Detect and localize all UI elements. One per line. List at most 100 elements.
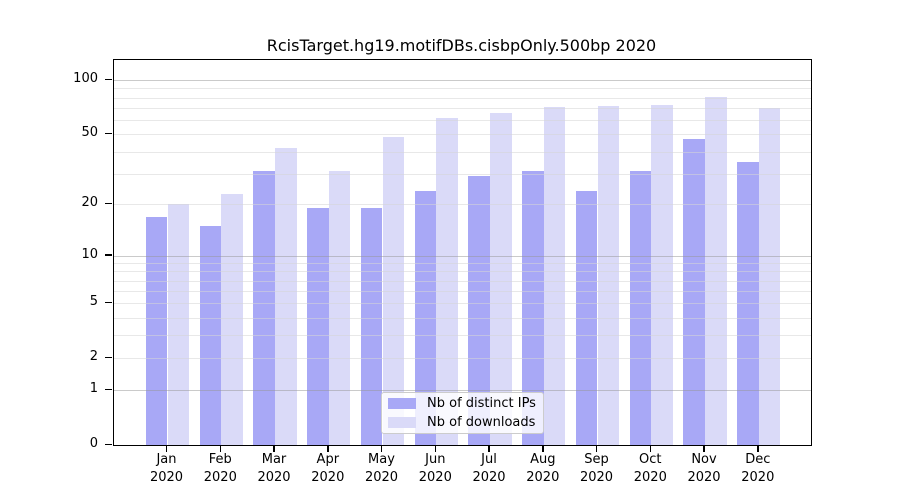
x-tick-month: Jun <box>425 452 446 467</box>
bar-ips-jan <box>145 216 168 445</box>
gridline-minor-8 <box>114 271 811 273</box>
x-tick-mar <box>273 445 275 452</box>
gridline-minor-30 <box>114 173 811 175</box>
y-tick-5 <box>104 301 112 304</box>
x-tick-label-nov: Nov 2020 <box>674 451 734 487</box>
x-tick-month: Jul <box>481 452 497 467</box>
x-tick-month: Nov <box>691 452 717 467</box>
x-tick-label-mar: Mar 2020 <box>244 451 304 487</box>
y-tick-10 <box>104 254 112 256</box>
legend-item-ips: Nb of distinct IPs <box>388 396 543 411</box>
x-tick-nov <box>703 445 705 452</box>
x-tick-month: May <box>368 452 395 467</box>
chart-title: RcisTarget.hg19.motifDBs.cisbpOnly.500bp… <box>266 36 657 55</box>
legend-label-ips: Nb of distinct IPs <box>427 396 536 411</box>
x-tick-label-dec: Dec 2020 <box>728 451 788 487</box>
x-tick-year: 2020 <box>364 470 399 485</box>
y-tick-1 <box>104 388 112 391</box>
x-tick-year: 2020 <box>741 470 775 485</box>
bar-downloads-dec <box>758 108 781 445</box>
x-tick-oct <box>649 445 651 452</box>
x-tick-month: Mar <box>261 452 287 467</box>
gridline-minor-80 <box>114 97 811 99</box>
bar-downloads-mar <box>275 147 297 445</box>
gridline-minor-90 <box>114 88 811 90</box>
gridline-minor-60 <box>114 120 811 122</box>
x-tick-month: Feb <box>208 452 232 467</box>
gridline-minor-7 <box>114 280 811 282</box>
y-tick-0 <box>104 443 112 445</box>
bar-ips-apr <box>307 208 329 445</box>
x-tick-month: Jan <box>156 452 177 467</box>
y-tick-label-50: 50 <box>81 125 98 141</box>
legend-swatch-downloads <box>388 417 416 428</box>
bar-ips-aug <box>522 171 544 445</box>
y-tick-label-5: 5 <box>89 294 98 310</box>
bar-ips-jul <box>468 176 490 445</box>
x-tick-sep <box>595 445 598 452</box>
gridline-minor-6 <box>114 291 811 293</box>
y-tick-100 <box>104 78 112 81</box>
bar-ips-may <box>360 208 383 445</box>
bar-downloads-nov <box>705 96 727 445</box>
x-tick-year: 2020 <box>687 470 721 485</box>
bar-downloads-feb <box>221 193 243 445</box>
gridline-minor-50 <box>114 134 811 136</box>
y-tick-label-1: 1 <box>89 381 98 397</box>
legend-item-downloads: Nb of downloads <box>388 415 543 430</box>
gridline-minor-2 <box>114 358 811 360</box>
bar-downloads-jul <box>490 112 512 445</box>
x-tick-year: 2020 <box>418 470 452 485</box>
x-tick-apr <box>327 445 329 452</box>
x-tick-jan <box>165 445 168 452</box>
x-tick-month: Aug <box>530 452 556 467</box>
gridline-minor-9 <box>114 263 811 264</box>
bar-ips-mar <box>253 171 275 445</box>
x-tick-month: Sep <box>584 452 609 467</box>
y-tick-label-100: 100 <box>73 71 98 87</box>
x-tick-year: 2020 <box>472 470 506 485</box>
gridline-major-100 <box>114 80 811 82</box>
x-tick-year: 2020 <box>311 470 345 485</box>
x-tick-label-jan: Jan 2020 <box>137 451 197 487</box>
y-tick-label-2: 2 <box>89 349 98 365</box>
x-tick-aug <box>542 445 544 452</box>
x-tick-month: Apr <box>316 452 340 467</box>
x-tick-dec <box>757 445 759 452</box>
y-tick-label-10: 10 <box>81 246 98 262</box>
bar-downloads-apr <box>328 171 351 445</box>
x-tick-jun <box>434 445 436 452</box>
x-tick-label-feb: Feb 2020 <box>190 451 250 487</box>
gridline-minor-40 <box>114 151 811 153</box>
x-tick-jul <box>488 445 490 452</box>
x-tick-label-aug: Aug 2020 <box>513 451 573 487</box>
x-tick-month: Dec <box>745 452 771 467</box>
plot-area: Nb of distinct IPs Nb of downloads <box>113 59 812 446</box>
gridline-major-1 <box>114 390 811 392</box>
y-tick-label-20: 20 <box>81 195 98 211</box>
x-tick-may <box>380 445 383 452</box>
x-tick-feb <box>219 445 221 452</box>
y-tick-20 <box>104 202 112 205</box>
x-tick-year: 2020 <box>526 470 560 485</box>
x-tick-label-sep: Sep 2020 <box>567 451 627 487</box>
x-tick-year: 2020 <box>579 470 614 485</box>
gridline-minor-3 <box>114 335 811 337</box>
bar-ips-oct <box>629 171 652 445</box>
x-tick-year: 2020 <box>203 470 237 485</box>
x-tick-label-oct: Oct 2020 <box>620 451 680 487</box>
gridline-minor-70 <box>114 108 811 110</box>
legend-label-downloads: Nb of downloads <box>427 415 536 430</box>
gridline-minor-4 <box>114 317 811 319</box>
legend-swatch-ips <box>388 398 416 409</box>
legend: Nb of distinct IPs Nb of downloads <box>381 392 544 434</box>
y-tick-2 <box>104 356 112 359</box>
gridline-minor-20 <box>114 204 811 206</box>
y-tick-label-0: 0 <box>89 436 98 451</box>
x-tick-label-jul: Jul 2020 <box>459 451 519 487</box>
x-tick-year: 2020 <box>149 470 184 485</box>
x-tick-label-jun: Jun 2020 <box>405 451 465 487</box>
x-tick-year: 2020 <box>257 470 291 485</box>
bar-downloads-aug <box>543 106 566 445</box>
